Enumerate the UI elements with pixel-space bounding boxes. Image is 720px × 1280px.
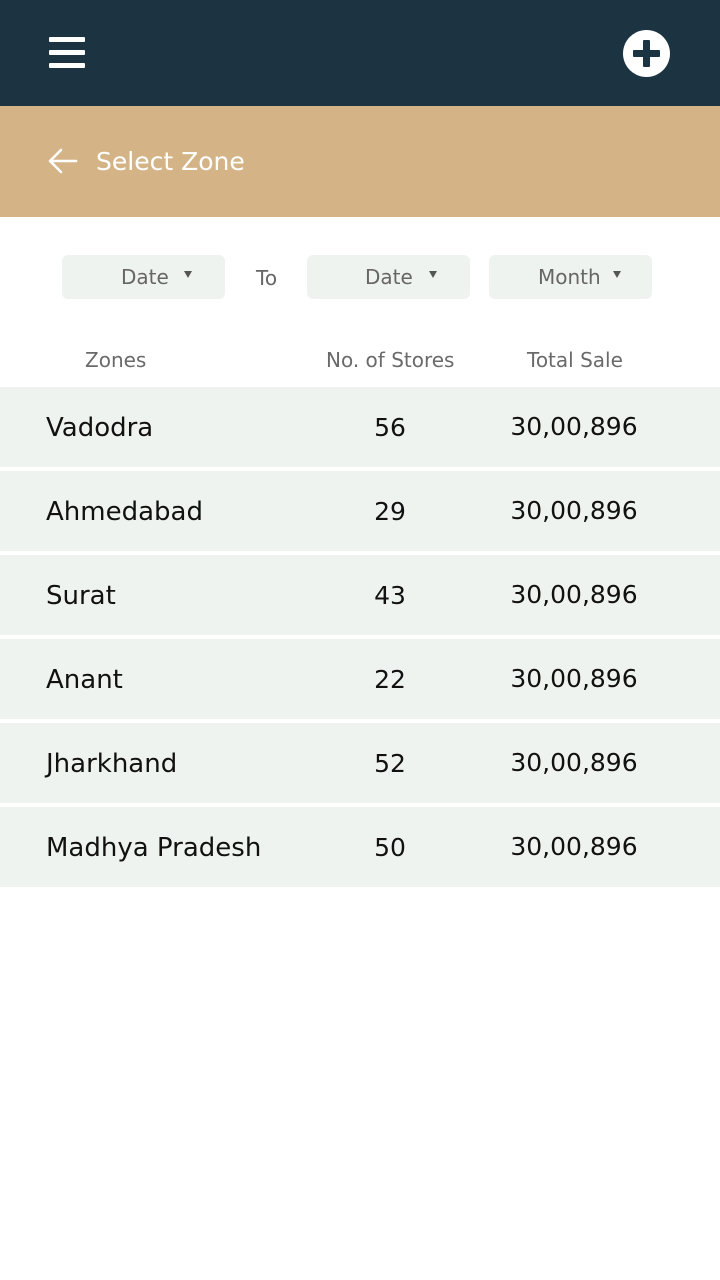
to-date-label: Date	[365, 265, 413, 289]
store-count: 29	[374, 497, 406, 526]
total-sale: 30,00,896	[510, 664, 638, 693]
sub-header-bar	[0, 106, 720, 217]
zone-name: Vadodra	[46, 413, 154, 443]
zone-name: Jharkhand	[46, 749, 178, 779]
table-row[interactable]: Surat 43 30,00,896	[0, 555, 720, 635]
store-count: 22	[374, 665, 406, 694]
arrow-left-icon[interactable]	[48, 148, 78, 174]
add-button[interactable]	[623, 30, 670, 77]
table-row[interactable]: Anant 22 30,00,896	[0, 639, 720, 719]
top-app-bar	[0, 0, 720, 106]
zone-name: Ahmedabad	[46, 497, 203, 527]
total-sale: 30,00,896	[510, 748, 638, 777]
zone-name: Surat	[46, 581, 116, 611]
column-header-sale: Total Sale	[527, 348, 623, 372]
table-row[interactable]: Jharkhand 52 30,00,896	[0, 723, 720, 803]
column-header-zones: Zones	[85, 348, 147, 372]
zone-name: Madhya Pradesh	[46, 833, 262, 863]
total-sale: 30,00,896	[510, 496, 638, 525]
chevron-down-icon	[429, 271, 437, 278]
from-date-label: Date	[121, 265, 169, 289]
table-row[interactable]: Vadodra 56 30,00,896	[0, 387, 720, 467]
zones-table: Vadodra 56 30,00,896 Ahmedabad 29 30,00,…	[0, 387, 720, 891]
store-count: 50	[374, 833, 406, 862]
chevron-down-icon	[184, 271, 192, 278]
month-label: Month	[538, 265, 601, 289]
total-sale: 30,00,896	[510, 412, 638, 441]
chevron-down-icon	[613, 271, 621, 278]
store-count: 43	[374, 581, 406, 610]
zone-name: Anant	[46, 665, 123, 695]
total-sale: 30,00,896	[510, 832, 638, 861]
column-header-stores: No. of Stores	[326, 348, 455, 372]
table-row[interactable]: Ahmedabad 29 30,00,896	[0, 471, 720, 551]
month-dropdown[interactable]: Month	[489, 255, 652, 299]
store-count: 56	[374, 413, 406, 442]
total-sale: 30,00,896	[510, 580, 638, 609]
hamburger-menu-icon[interactable]	[49, 37, 85, 69]
to-date-dropdown[interactable]: Date	[307, 255, 470, 299]
page-title: Select Zone	[96, 147, 245, 176]
store-count: 52	[374, 749, 406, 778]
to-label: To	[256, 266, 278, 290]
from-date-dropdown[interactable]: Date	[62, 255, 225, 299]
table-row[interactable]: Madhya Pradesh 50 30,00,896	[0, 807, 720, 887]
